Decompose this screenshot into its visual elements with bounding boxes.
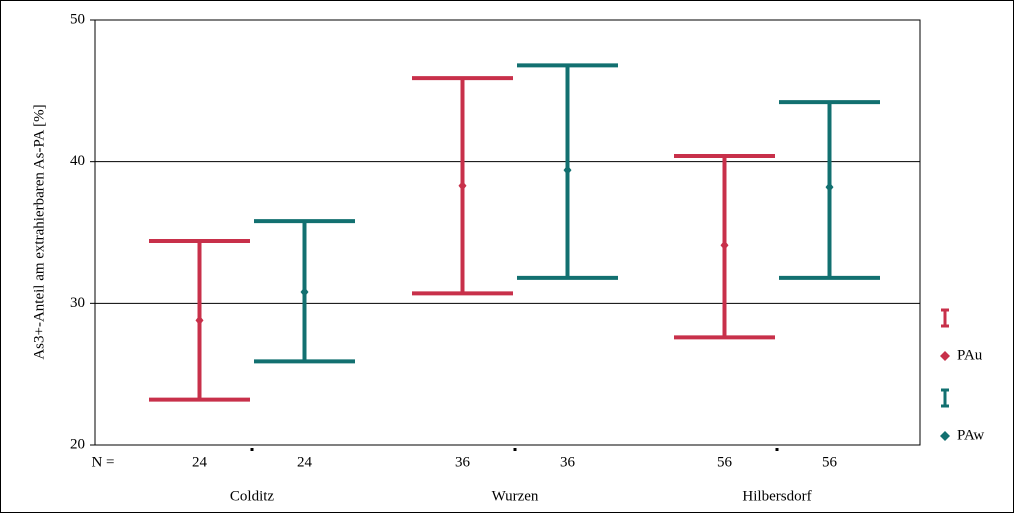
legend-errorbar-icon [941,388,949,408]
x-tick [250,448,254,451]
legend-errorbar-icon [941,308,949,328]
mean-marker [195,315,204,326]
legend-label: PAw [957,427,984,443]
mean-marker [720,240,729,251]
n-value: 24 [297,454,313,470]
n-value: 56 [717,454,733,470]
y-tick-label: 30 [70,295,85,311]
x-tick-label: Hilbersdorf [742,488,811,504]
x-tick [775,448,779,451]
mean-marker [458,180,467,191]
y-tick-label: 50 [70,11,85,27]
n-value: 56 [822,454,838,470]
mean-marker [825,182,834,193]
mean-marker [563,165,572,176]
n-value: 24 [192,454,208,470]
n-label: N = [91,454,114,470]
n-value: 36 [455,454,471,470]
n-value: 36 [560,454,576,470]
legend-marker [940,351,950,361]
legend-label: PAu [957,347,983,363]
x-tick-label: Wurzen [492,488,539,504]
mean-marker [300,287,309,297]
y-axis-label: As3+-Anteil am extrahierbaren As-PA [%] [31,104,47,359]
x-tick [513,448,517,451]
legend-marker [940,431,950,441]
y-tick-label: 40 [70,153,85,169]
y-tick-label: 20 [70,436,85,452]
x-tick-label: Colditz [230,488,275,504]
